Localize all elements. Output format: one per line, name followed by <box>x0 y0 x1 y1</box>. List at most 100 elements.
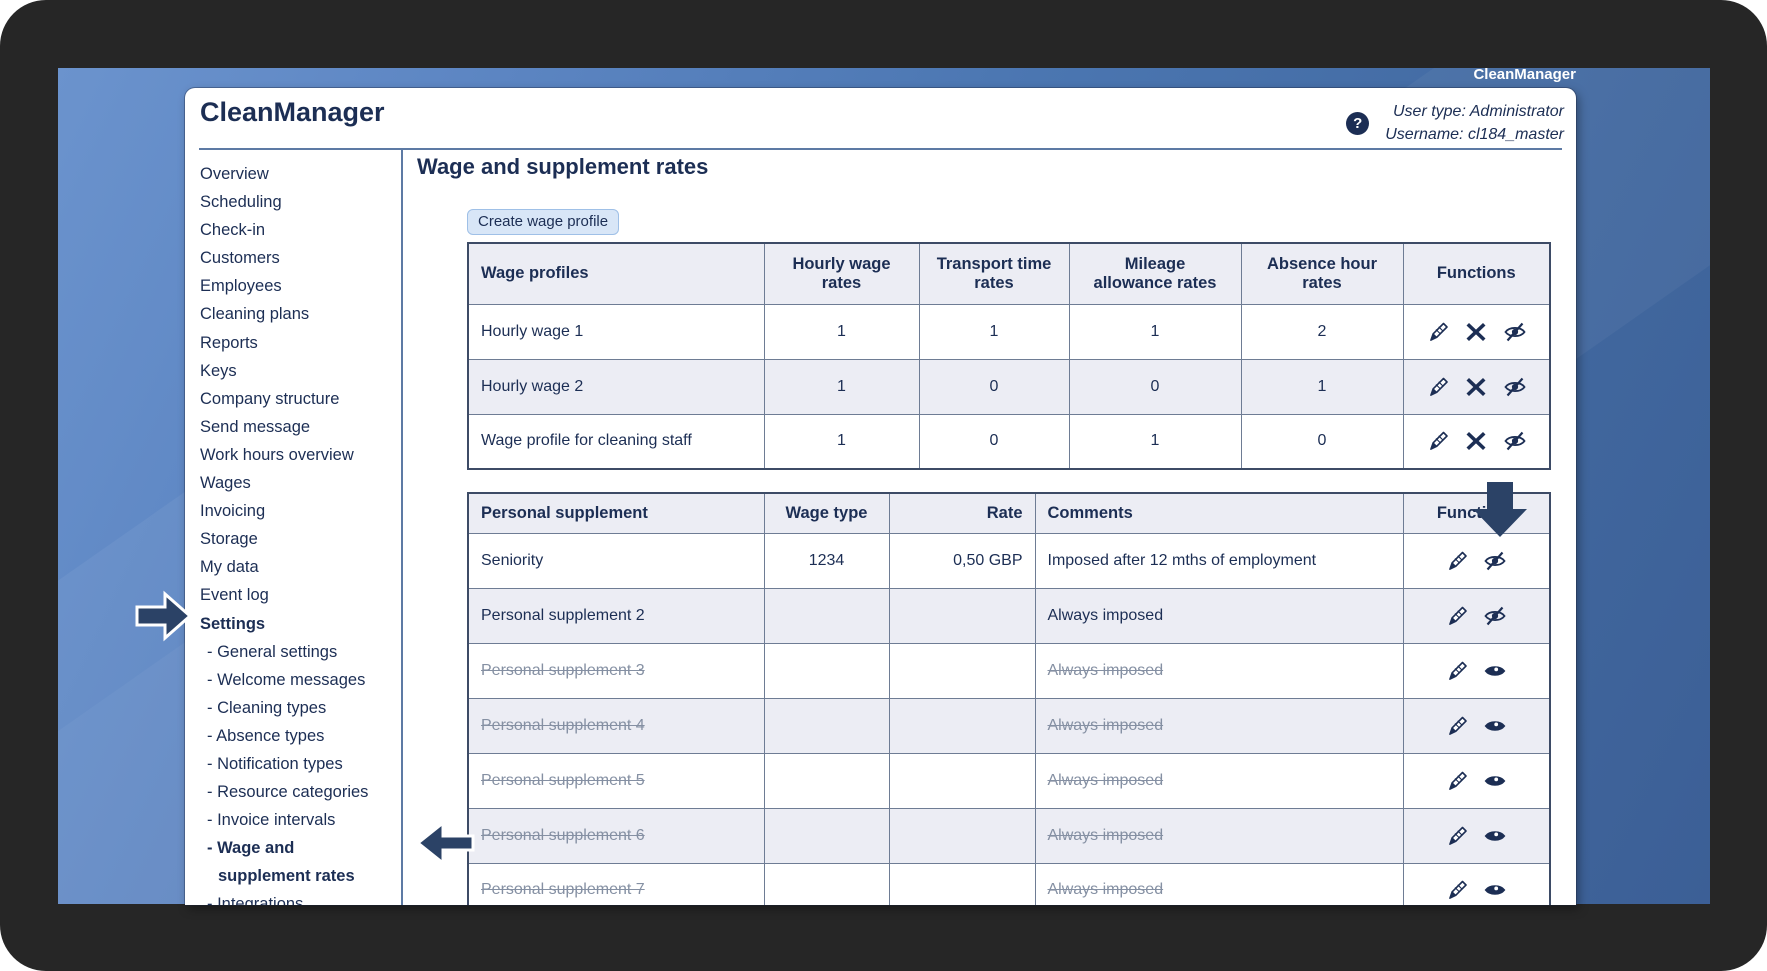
sidebar: Overview Scheduling Check-in Customers E… <box>185 150 403 905</box>
table-row: Hourly wage 1 1 1 1 2 <box>467 303 1551 360</box>
username-label: Username: cl184_master <box>1385 126 1564 143</box>
sidebar-item-integrations[interactable]: - Integrations <box>207 895 304 905</box>
table-row: Wage profile for cleaning staff 1 0 1 0 <box>467 413 1551 470</box>
sidebar-item-settings[interactable]: Settings <box>200 614 266 633</box>
wage-profile-name: Wage profile for cleaning staff <box>467 413 765 470</box>
transport-time-rates-value: 1 <box>918 303 1070 360</box>
sidebar-item-event-log[interactable]: Event log <box>200 586 269 605</box>
sidebar-item-send-message[interactable]: Send message <box>200 417 311 436</box>
sidebar-item-my-data[interactable]: My data <box>200 558 259 577</box>
personal-supplement-name: Personal supplement 3 <box>467 642 765 699</box>
x-icon[interactable] <box>1464 429 1488 453</box>
sidebar-item-welcome-messages[interactable]: - Welcome messages <box>207 670 366 689</box>
browser-title-brand: CleanManager <box>1473 66 1576 83</box>
table-row: Personal supplement 7 Always imposed <box>467 862 1551 905</box>
table-row: Hourly wage 2 1 0 0 1 <box>467 358 1551 415</box>
comments-value: Always imposed <box>1034 697 1404 754</box>
table-row: Personal supplement 3 Always imposed <box>467 642 1551 699</box>
personal-supplement-name: Personal supplement 2 <box>467 587 765 644</box>
table-row: Seniority 1234 0,50 GBP Imposed after 12… <box>467 532 1551 589</box>
eye-icon[interactable] <box>1483 659 1507 683</box>
sidebar-item-absence-types[interactable]: - Absence types <box>207 726 325 745</box>
user-lines: User type: Administrator Username: cl184… <box>1385 100 1564 146</box>
settings-pointer-arrow-icon <box>135 590 193 642</box>
column-header: Transport time rates <box>918 242 1070 305</box>
pencil-icon[interactable] <box>1445 549 1469 573</box>
pencil-icon[interactable] <box>1445 659 1469 683</box>
wage-type-value <box>763 697 890 754</box>
eye-icon[interactable] <box>1483 714 1507 738</box>
sidebar-item-work-hours-overview[interactable]: Work hours overview <box>200 445 354 464</box>
mileage-allowance-rates-value: 1 <box>1068 303 1242 360</box>
wage-type-value <box>763 807 890 864</box>
rate-value <box>888 642 1036 699</box>
personal-supplement-name: Seniority <box>467 532 765 589</box>
personal-supplement-name: Personal supplement 7 <box>467 862 765 905</box>
wage-type-value <box>763 587 890 644</box>
table-header-row: Wage profiles Hourly wage rates Transpor… <box>467 242 1551 305</box>
eye-slash-icon[interactable] <box>1483 549 1507 573</box>
pencil-icon[interactable] <box>1445 769 1469 793</box>
transport-time-rates-value: 0 <box>918 358 1070 415</box>
hourly-wage-rates-value: 1 <box>763 413 920 470</box>
absence-hour-rates-value: 2 <box>1240 303 1404 360</box>
sidebar-item-cleaning-types[interactable]: - Cleaning types <box>207 698 327 717</box>
absence-hour-rates-value: 0 <box>1240 413 1404 470</box>
sidebar-item-check-in[interactable]: Check-in <box>200 221 266 240</box>
pencil-icon[interactable] <box>1445 604 1469 628</box>
column-header: Mileage allowance rates <box>1068 242 1242 305</box>
column-header: Personal supplement <box>467 492 765 534</box>
transport-time-rates-value: 0 <box>918 413 1070 470</box>
sidebar-item-company-structure[interactable]: Company structure <box>200 389 340 408</box>
pencil-icon[interactable] <box>1426 320 1450 344</box>
eye-slash-icon[interactable] <box>1503 375 1527 399</box>
sidebar-item-reports[interactable]: Reports <box>200 333 258 352</box>
hide-function-pointer-arrow-icon <box>1473 482 1527 537</box>
eye-slash-icon[interactable] <box>1503 429 1527 453</box>
sidebar-item-invoicing[interactable]: Invoicing <box>200 502 266 521</box>
sidebar-item-scheduling[interactable]: Scheduling <box>200 193 282 212</box>
create-wage-profile-button[interactable]: Create wage profile <box>467 209 620 235</box>
eye-icon[interactable] <box>1483 878 1507 902</box>
x-icon[interactable] <box>1464 320 1488 344</box>
wage-profile-name: Hourly wage 2 <box>467 358 765 415</box>
pencil-icon[interactable] <box>1426 375 1450 399</box>
pencil-icon[interactable] <box>1426 429 1450 453</box>
rate-value <box>888 862 1036 905</box>
sidebar-item-cleaning-plans[interactable]: Cleaning plans <box>200 305 310 324</box>
question-mark-icon[interactable]: ? <box>1346 111 1370 135</box>
app-header: CleanManager ? User type: Administrator … <box>185 88 1576 148</box>
comments-value: Always imposed <box>1034 807 1404 864</box>
pencil-icon[interactable] <box>1445 878 1469 902</box>
sidebar-item-invoice-intervals[interactable]: - Invoice intervals <box>207 811 336 830</box>
x-icon[interactable] <box>1464 375 1488 399</box>
eye-slash-icon[interactable] <box>1503 320 1527 344</box>
sidebar-item-general-settings[interactable]: - General settings <box>207 642 338 661</box>
mileage-allowance-rates-value: 1 <box>1068 413 1242 470</box>
eye-slash-icon[interactable] <box>1483 604 1507 628</box>
sidebar-item-wage-and-supplement-rates[interactable]: - Wage and supplement rates <box>207 839 355 886</box>
sidebar-item-employees[interactable]: Employees <box>200 277 282 296</box>
sidebar-item-notification-types[interactable]: - Notification types <box>207 754 343 773</box>
wage-type-value: 1234 <box>763 532 890 589</box>
sidebar-item-resource-categories[interactable]: - Resource categories <box>207 783 369 802</box>
column-header: Wage profiles <box>467 242 765 305</box>
table-row: Personal supplement 6 Always imposed <box>467 807 1551 864</box>
sidebar-item-keys[interactable]: Keys <box>200 361 237 380</box>
eye-icon[interactable] <box>1483 769 1507 793</box>
rate-value: 0,50 GBP <box>888 532 1036 589</box>
pencil-icon[interactable] <box>1445 824 1469 848</box>
app-logo: CleanManager <box>200 97 385 127</box>
user-info: ? User type: Administrator Username: cl1… <box>1346 100 1564 146</box>
sidebar-item-overview[interactable]: Overview <box>200 165 269 183</box>
user-type-label: User type: Administrator <box>1392 103 1564 120</box>
pencil-icon[interactable] <box>1445 714 1469 738</box>
sidebar-item-customers[interactable]: Customers <box>200 249 280 268</box>
wage-profile-name: Hourly wage 1 <box>467 303 765 360</box>
eye-icon[interactable] <box>1483 824 1507 848</box>
sidebar-item-storage[interactable]: Storage <box>200 530 258 549</box>
wage-profiles-table: Wage profiles Hourly wage rates Transpor… <box>467 242 1551 470</box>
sidebar-item-wages[interactable]: Wages <box>200 474 251 493</box>
main-content: Wage and supplement rates Create wage pr… <box>403 150 1576 905</box>
